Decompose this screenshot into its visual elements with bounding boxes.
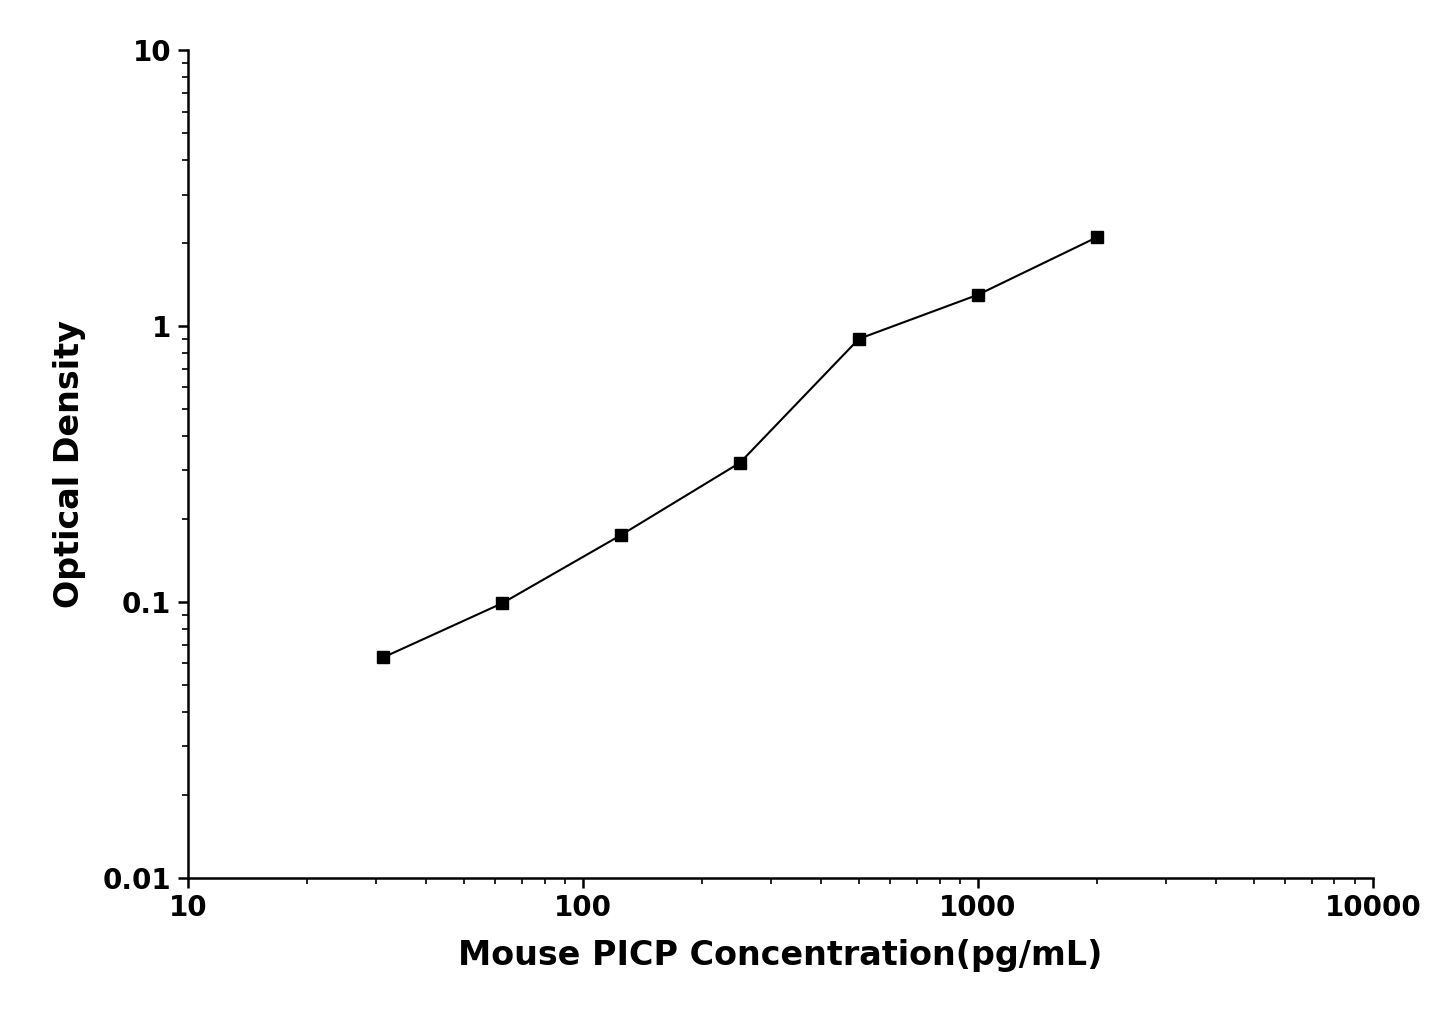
Y-axis label: Optical Density: Optical Density	[53, 320, 85, 608]
X-axis label: Mouse PICP Concentration(pg/mL): Mouse PICP Concentration(pg/mL)	[458, 939, 1103, 972]
